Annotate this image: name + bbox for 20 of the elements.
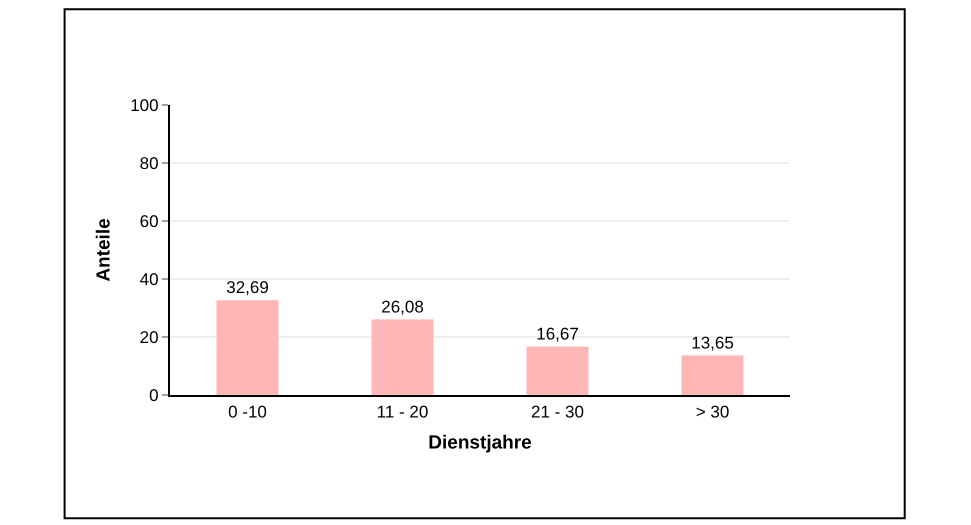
y-tick-label: 100	[130, 96, 159, 115]
y-tick-label: 0	[149, 386, 159, 405]
x-tick-label: 21 - 30	[531, 402, 584, 422]
x-tick-label: 0 -10	[228, 402, 267, 422]
y-tick-label: 20	[140, 328, 159, 347]
bar	[216, 300, 278, 395]
y-tick-label: 40	[140, 270, 159, 289]
x-tick-label: 11 - 20	[376, 402, 428, 422]
data-label: 26,08	[381, 297, 424, 316]
bar	[372, 319, 434, 395]
y-axis-title: Anteile	[94, 218, 115, 282]
x-tick-label: > 30	[696, 402, 730, 422]
y-tick-label: 60	[140, 212, 159, 231]
bar	[526, 346, 588, 395]
data-label: 16,67	[536, 324, 579, 344]
data-label: 13,65	[691, 333, 734, 352]
bar	[682, 355, 744, 395]
x-axis-title: Dienstjahre	[428, 432, 532, 454]
y-tick-label: 80	[140, 154, 159, 173]
data-label: 32,69	[226, 278, 269, 298]
